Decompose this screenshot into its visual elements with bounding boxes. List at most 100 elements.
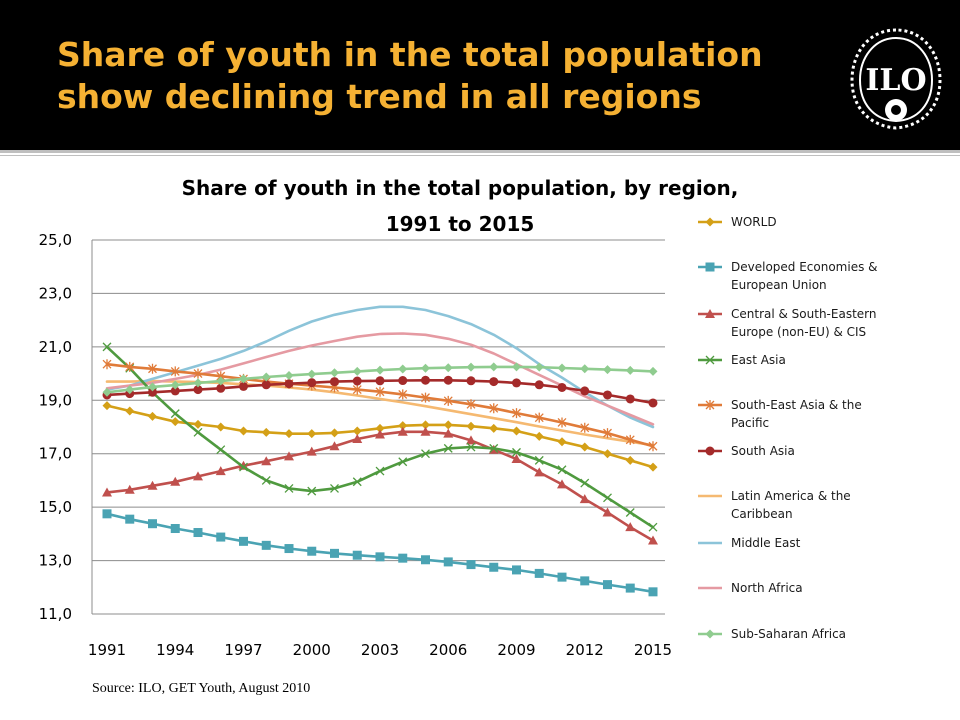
- series-1-point: [284, 544, 294, 554]
- series-9-point: [307, 369, 317, 379]
- legend-swatch-marker: [705, 355, 715, 365]
- legend-label: East Asia: [731, 353, 786, 367]
- series-2-point: [215, 466, 226, 476]
- series-3-point: [216, 445, 226, 455]
- series-9-point: [398, 364, 408, 374]
- series-3-point: [489, 443, 499, 453]
- legend-label: South-East Asia & the Pacific: [731, 398, 862, 430]
- series-5-point: [375, 376, 385, 386]
- series-2-point: [420, 426, 431, 436]
- series-0-point: [603, 449, 612, 459]
- series-9-point: [534, 362, 544, 372]
- series-7-line: [105, 305, 655, 429]
- x-tick-label: 2000: [293, 641, 331, 659]
- series-3-point: [239, 462, 248, 472]
- series-3-point: [170, 409, 180, 419]
- series-1-point: [125, 514, 135, 524]
- series-4-point: [125, 361, 135, 372]
- legend-swatch-marker: [705, 262, 715, 272]
- x-tick-label: 2009: [497, 641, 535, 659]
- legend-label: Developed Economies & European Union: [731, 260, 878, 292]
- series-9-point: [102, 387, 112, 397]
- series-5-point: [648, 398, 658, 408]
- series-9-point: [648, 366, 658, 376]
- series-9-point: [580, 364, 590, 374]
- series-2-point: [466, 435, 476, 445]
- x-tick-label: 2006: [429, 641, 467, 659]
- series-2-point: [511, 454, 522, 464]
- series-1-point: [557, 572, 567, 582]
- series-1-point: [216, 532, 226, 542]
- series-2-point: [124, 484, 135, 494]
- x-tick-label: 2015: [634, 641, 672, 659]
- series-3-point: [330, 483, 339, 493]
- series-9-point: [125, 385, 135, 395]
- series-2-point: [261, 456, 272, 466]
- series-0-point: [170, 417, 180, 427]
- series-1-point: [580, 576, 590, 586]
- slide-title-line1: Share of youth in the total population: [57, 35, 763, 74]
- series-1-point: [398, 553, 408, 563]
- series-1-point: [170, 524, 180, 534]
- series-5-point: [330, 377, 339, 387]
- series-0-point: [193, 419, 203, 429]
- x-tick-label: 1994: [156, 641, 194, 659]
- series-9-point: [330, 368, 339, 378]
- series-3-point: [307, 486, 317, 496]
- series-0-point: [421, 420, 430, 430]
- series-0-point: [648, 462, 658, 472]
- series-1-point: [466, 560, 476, 570]
- y-tick-label: 25,0: [39, 231, 72, 249]
- y-tick-label: 15,0: [39, 498, 72, 516]
- series-2-point: [147, 480, 158, 490]
- series-5-point: [261, 380, 271, 390]
- series-0-point: [216, 422, 226, 432]
- gear-icon: [885, 99, 907, 121]
- series-4-point: [603, 428, 612, 439]
- series-0-point: [102, 401, 112, 411]
- series-5-point: [398, 376, 408, 386]
- series-0-point: [375, 423, 385, 433]
- series-3-point: [512, 447, 521, 457]
- series-5-point: [239, 381, 248, 391]
- series-4-point: [443, 395, 453, 406]
- series-5-point: [148, 387, 157, 397]
- legend-swatch-marker: [705, 400, 715, 410]
- series-3-point: [603, 493, 612, 503]
- series-2-point: [534, 467, 545, 477]
- series-5-point: [534, 380, 544, 390]
- series-1-point: [443, 557, 453, 567]
- series-3-point: [284, 483, 294, 493]
- legend-swatch-marker: [705, 446, 715, 456]
- series-4-point: [375, 386, 385, 397]
- series-9-point: [284, 370, 294, 380]
- series-9-point: [466, 362, 476, 372]
- series-2-point: [397, 426, 408, 436]
- source-note: Source: ILO, GET Youth, August 2010: [92, 681, 311, 696]
- series-3-point: [261, 475, 271, 485]
- series-9-point: [603, 365, 612, 375]
- chart-title-line1: Share of youth in the total population, …: [181, 176, 739, 200]
- series-9-point: [261, 372, 271, 382]
- series-4-point: [421, 392, 430, 403]
- series-4-point: [352, 384, 362, 395]
- legend-label: South Asia: [731, 444, 795, 458]
- slide-header: [0, 0, 960, 150]
- series-9-point: [170, 380, 180, 390]
- series-5-point: [193, 385, 203, 395]
- series-3-point: [534, 455, 544, 465]
- series-0-point: [512, 426, 521, 436]
- series-9-point: [193, 378, 203, 388]
- series-1-point: [330, 548, 339, 558]
- series-1-point: [102, 509, 112, 519]
- series-1-point: [148, 519, 157, 529]
- series-9-point: [216, 376, 226, 386]
- y-tick-label: 21,0: [39, 338, 72, 356]
- series-0-point: [557, 437, 567, 447]
- series-5-point: [352, 376, 362, 386]
- series-4-point: [466, 399, 476, 410]
- series-2-point: [306, 446, 317, 456]
- series-1-point: [625, 583, 635, 593]
- series-5-point: [307, 378, 317, 388]
- series-5-point: [603, 390, 612, 400]
